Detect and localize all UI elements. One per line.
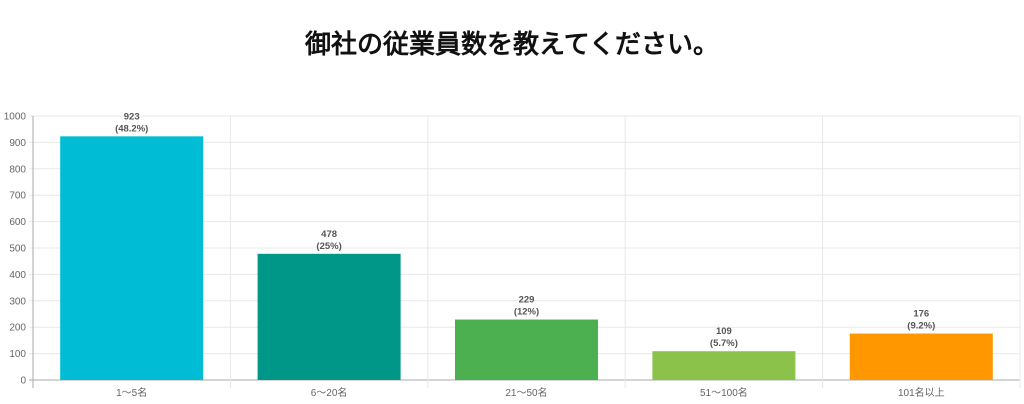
bar-4 — [652, 351, 796, 380]
data-label-percent: (25%) — [316, 241, 341, 252]
data-label-value: 478 — [321, 229, 337, 240]
y-tick-label: 0 — [20, 376, 26, 387]
x-tick-label: 21〜50名 — [505, 386, 547, 399]
bar-5 — [849, 333, 993, 380]
data-label-value: 923 — [124, 111, 140, 122]
data-label-percent: (5.7%) — [710, 338, 738, 349]
bar-1 — [60, 136, 204, 380]
y-tick-label: 400 — [9, 270, 26, 281]
bar-3 — [455, 319, 598, 380]
x-tick-label: 1〜5名 — [116, 386, 147, 399]
y-tick-label: 600 — [9, 217, 26, 228]
x-tick-label: 6〜20名 — [311, 386, 348, 399]
data-label-percent: (9.2%) — [907, 321, 935, 332]
x-tick-label: 101名以上 — [898, 386, 945, 399]
y-tick-label: 500 — [9, 244, 26, 255]
y-tick-label: 1000 — [4, 112, 27, 123]
y-tick-label: 700 — [9, 191, 26, 202]
data-label-value: 229 — [519, 295, 535, 306]
y-tick-label: 200 — [9, 323, 26, 334]
data-label-percent: (48.2%) — [115, 123, 148, 134]
chart-title: 御社の従業員数を教えてください。 — [305, 30, 719, 60]
y-tick-label: 800 — [9, 164, 26, 175]
data-label-percent: (12%) — [514, 307, 539, 318]
data-label-value: 176 — [913, 309, 929, 320]
data-label-value: 109 — [716, 326, 732, 337]
bar-2 — [257, 253, 401, 380]
y-tick-label: 300 — [9, 296, 26, 307]
y-tick-label: 100 — [9, 349, 26, 360]
y-tick-label: 900 — [9, 138, 26, 149]
x-tick-label: 51〜100名 — [700, 386, 748, 399]
